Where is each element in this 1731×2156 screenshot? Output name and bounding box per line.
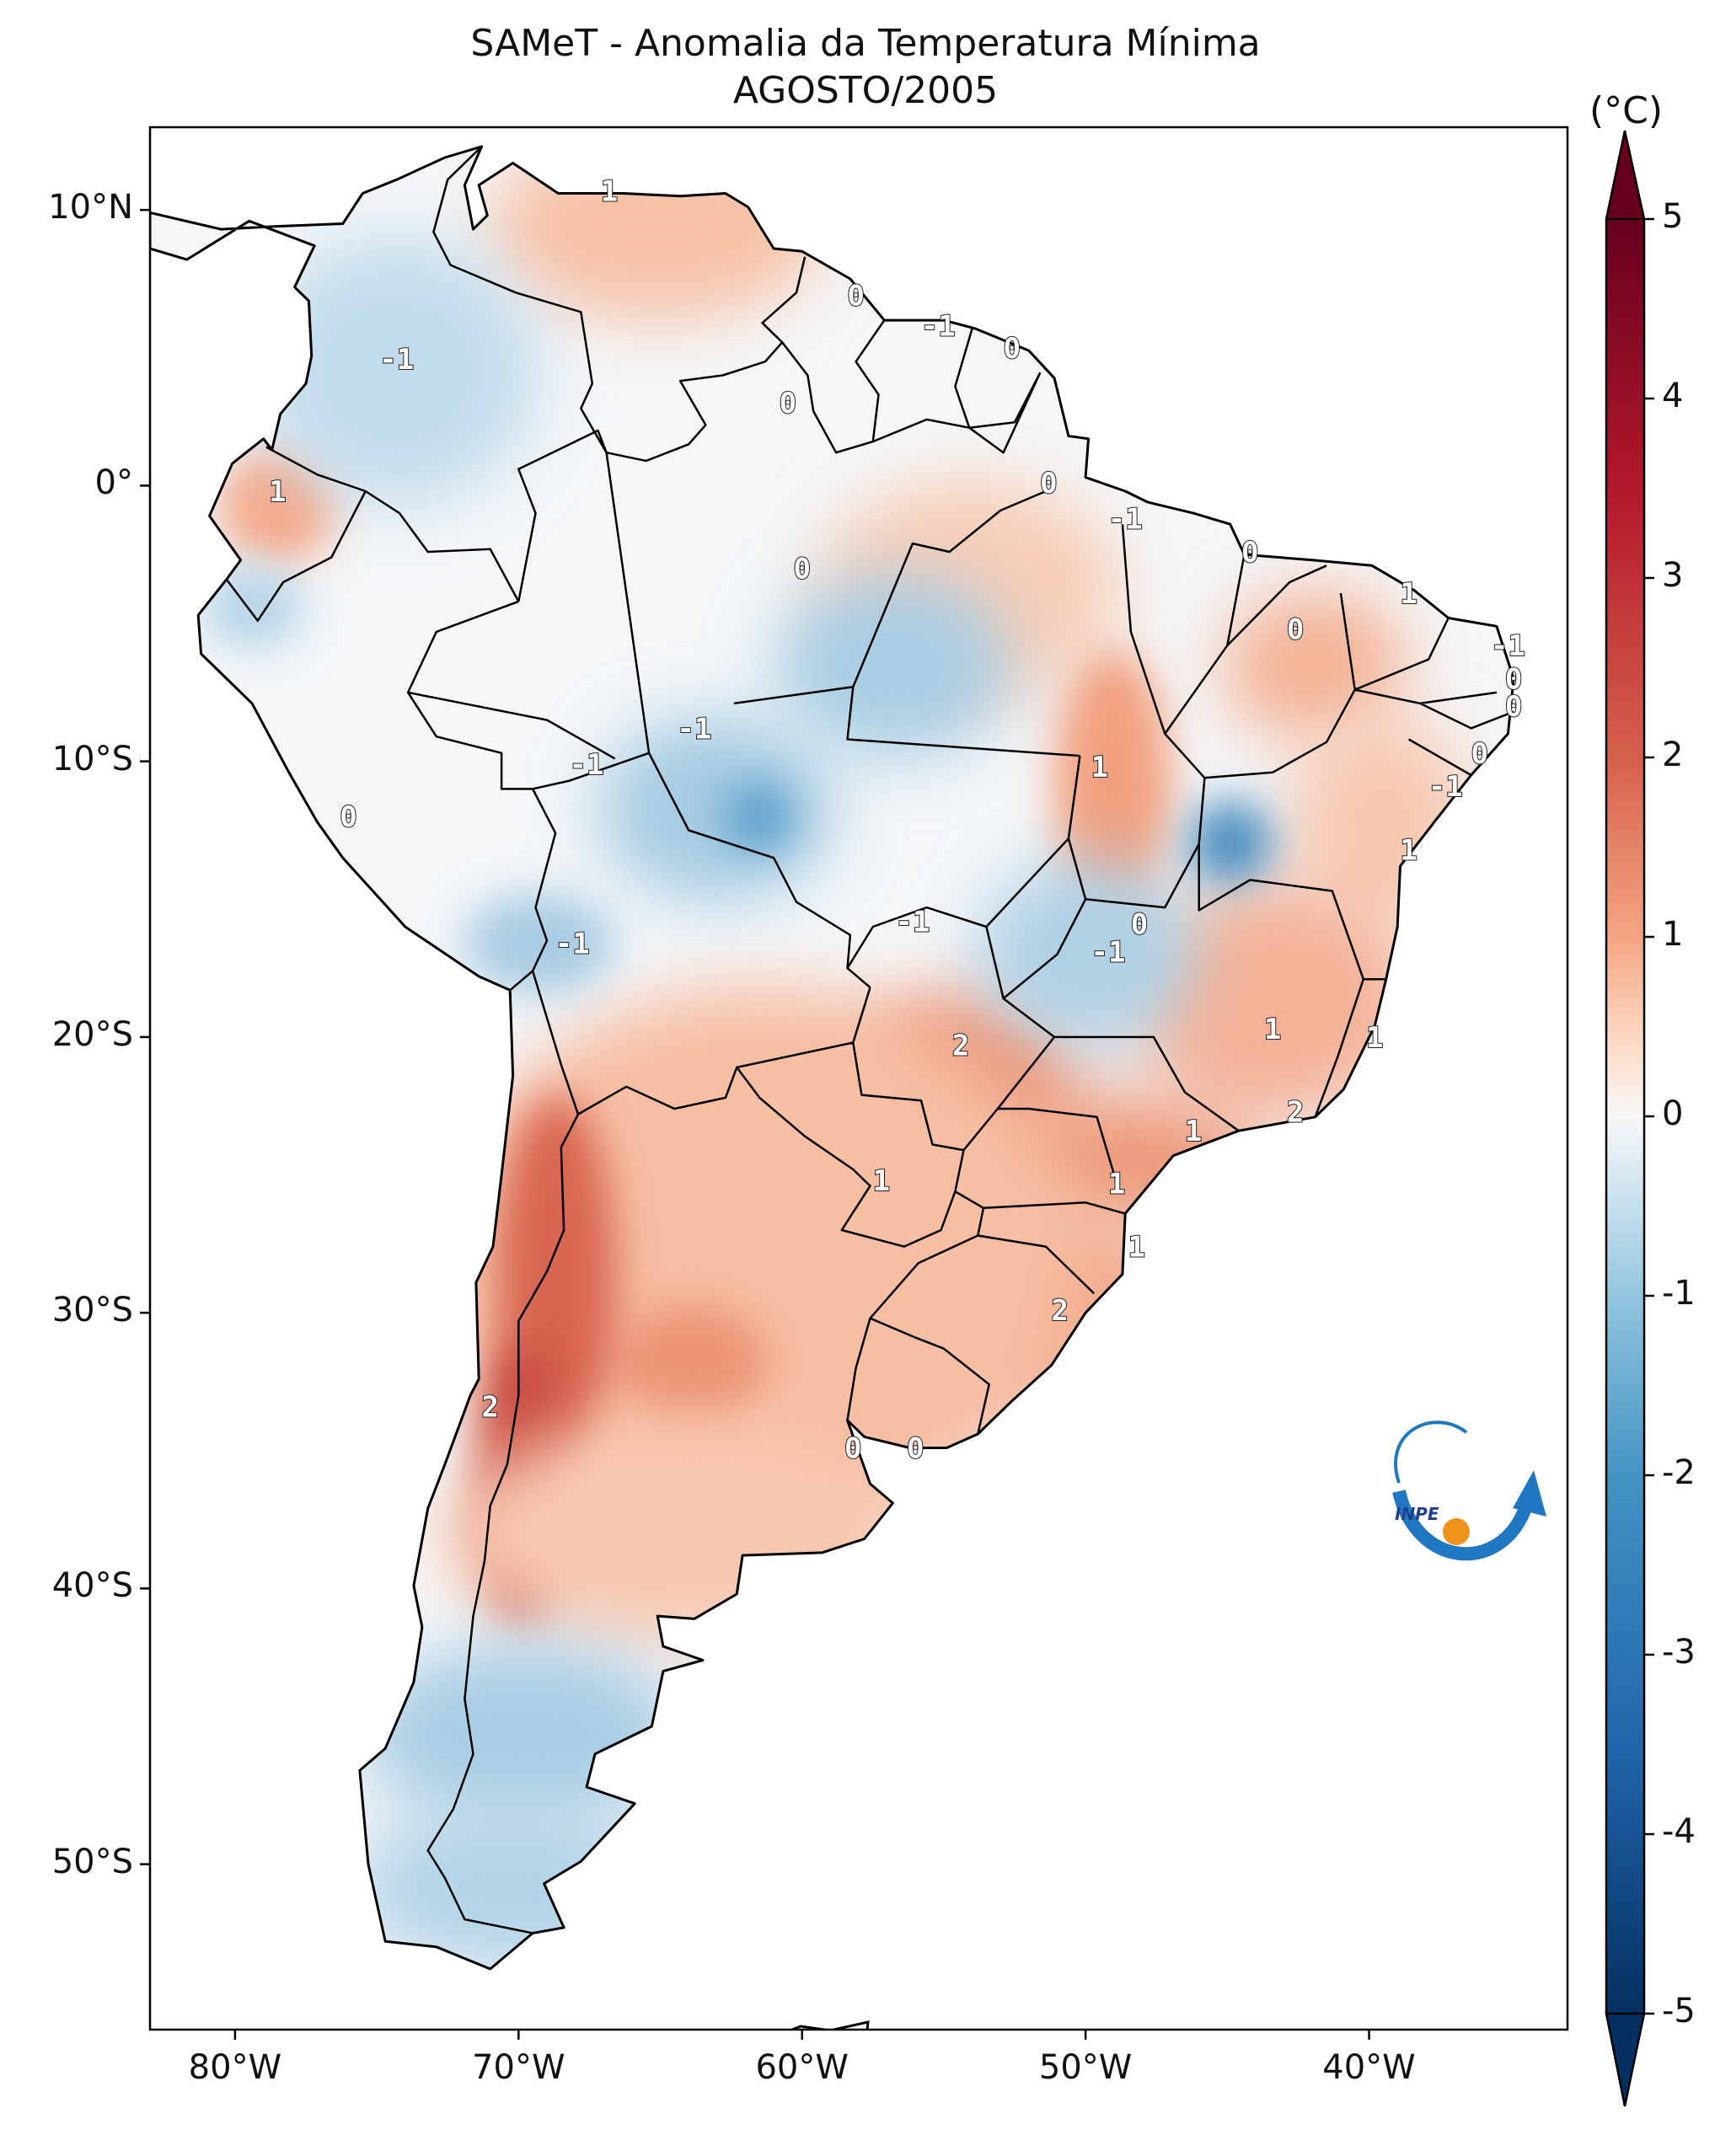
- contour-label: 0: [793, 553, 810, 586]
- colorbar-tick-label: 0: [1662, 1094, 1684, 1133]
- contour-label: 1: [1400, 833, 1417, 867]
- anomaly-cool-rondonia: [598, 716, 834, 901]
- longitude-label: 40°W: [1322, 2048, 1416, 2087]
- anomaly-cool-ecuador: [202, 564, 303, 649]
- coastline: [150, 145, 1515, 1971]
- colorbar-min-arrow: [1605, 2012, 1646, 2107]
- country-borders: [225, 146, 1514, 1934]
- colorbar-tick-label: 2: [1662, 736, 1684, 774]
- contour-label: 2: [952, 1030, 969, 1063]
- colorbar-unit: (°C): [1589, 89, 1664, 132]
- colorbar-scale: [1606, 219, 1644, 2014]
- contour-label: 2: [1287, 1095, 1304, 1129]
- latitude-label: 0°: [94, 463, 133, 503]
- contour-label: 0: [1471, 737, 1487, 771]
- contour-label: 0: [340, 800, 356, 834]
- inpe-logo-text: INPE: [1395, 1504, 1439, 1524]
- plot-frame: [148, 126, 1569, 2031]
- contour-label: 0: [1131, 908, 1148, 942]
- contour-label: -1: [921, 310, 956, 344]
- contour-labels: 10-10-101 0-10 010 -100-10-1 1-101-1 0-1-11 12…: [268, 174, 1526, 1466]
- contour-label: 1: [601, 174, 618, 208]
- colorbar-tick-label: -4: [1662, 1812, 1696, 1851]
- colorbar-tick-label: 1: [1662, 915, 1684, 954]
- longitude-label: 60°W: [755, 2048, 849, 2087]
- anomaly-warm-minas: [1129, 885, 1416, 1121]
- latitude-label: 50°S: [51, 1842, 133, 1881]
- contour-label: 0: [907, 1432, 924, 1466]
- anomaly-warm-tocantins: [1053, 649, 1171, 918]
- anomaly-cool-colombia: [253, 236, 539, 506]
- contour-label: 0: [847, 280, 864, 313]
- anomaly-cool-amazon-east: [775, 573, 1011, 758]
- longitude-label: 70°W: [472, 2048, 565, 2087]
- contour-label: 1: [1400, 577, 1417, 611]
- contour-label: -1: [677, 712, 711, 746]
- axis-ticks: [140, 208, 1370, 2040]
- contour-label: 2: [481, 1390, 498, 1424]
- latitude-label: 20°S: [51, 1014, 133, 1054]
- contour-label: 0: [780, 387, 796, 420]
- contour-label: 1: [1108, 1167, 1125, 1201]
- colorbar-tick-label: 4: [1662, 377, 1684, 415]
- contour-label: 0: [1505, 690, 1522, 724]
- colorbar-tick-label: -1: [1662, 1274, 1696, 1313]
- contour-label: -1: [1428, 770, 1463, 804]
- contour-label: 1: [1091, 751, 1108, 784]
- latitude-label: 30°S: [51, 1291, 133, 1330]
- contour-label: 2: [1052, 1294, 1069, 1328]
- colorbar-tick-label: -5: [1662, 1992, 1696, 2030]
- colorbar-max-arrow: [1605, 130, 1646, 221]
- contour-label: -1: [1091, 936, 1126, 970]
- contour-label: -1: [379, 343, 414, 377]
- contour-label: -1: [1491, 629, 1525, 663]
- contour-label: 1: [873, 1164, 890, 1198]
- inpe-logo: [1392, 1420, 1546, 1561]
- anomaly-cold-bahia: [1188, 800, 1273, 885]
- contour-label: -1: [555, 928, 590, 961]
- contour-label: -1: [570, 748, 604, 782]
- anomaly-warm-piaui: [1222, 590, 1407, 741]
- contour-label: -1: [1108, 503, 1143, 537]
- latitude-label: 10°S: [51, 739, 133, 778]
- tierra-del-fuego: [375, 2081, 657, 2140]
- contour-label: 0: [1241, 536, 1258, 570]
- contour-label: 0: [1003, 332, 1020, 366]
- colorbar-tick-label: -3: [1662, 1633, 1696, 1672]
- contour-label: 1: [1366, 1021, 1383, 1055]
- contour-label: 0: [844, 1432, 861, 1466]
- contour-label: 0: [1040, 467, 1057, 500]
- colorbar: [1605, 130, 1654, 2107]
- anomaly-cold-rondonia: [725, 784, 792, 851]
- latitude-label: 10°N: [48, 188, 133, 227]
- contour-label: 1: [269, 475, 286, 509]
- contour-label: -1: [895, 906, 930, 939]
- map-subtitle: AGOSTO/2005: [732, 69, 999, 112]
- contour-label: 1: [1128, 1231, 1144, 1265]
- colorbar-tick-label: 5: [1662, 197, 1684, 236]
- longitude-label: 50°W: [1038, 2048, 1133, 2087]
- latitude-label: 40°S: [51, 1566, 133, 1606]
- falkland-islands: [789, 2020, 870, 2030]
- anomaly-warm-cordoba: [615, 1306, 767, 1424]
- contour-label: 1: [1264, 1013, 1281, 1046]
- contour-label: 0: [1505, 663, 1522, 697]
- colorbar-tick-label: -2: [1662, 1453, 1696, 1492]
- anomaly-cool-goias: [978, 859, 1197, 1045]
- map-title: SAMeT - Anomalia da Temperatura Mínima: [470, 22, 1261, 65]
- colorbar-tick-label: 3: [1662, 556, 1684, 595]
- contour-label: 0: [1287, 613, 1304, 647]
- contour-label: 1: [1185, 1115, 1202, 1148]
- anomaly-cool-titicaca: [464, 893, 615, 994]
- longitude-label: 80°W: [188, 2048, 282, 2087]
